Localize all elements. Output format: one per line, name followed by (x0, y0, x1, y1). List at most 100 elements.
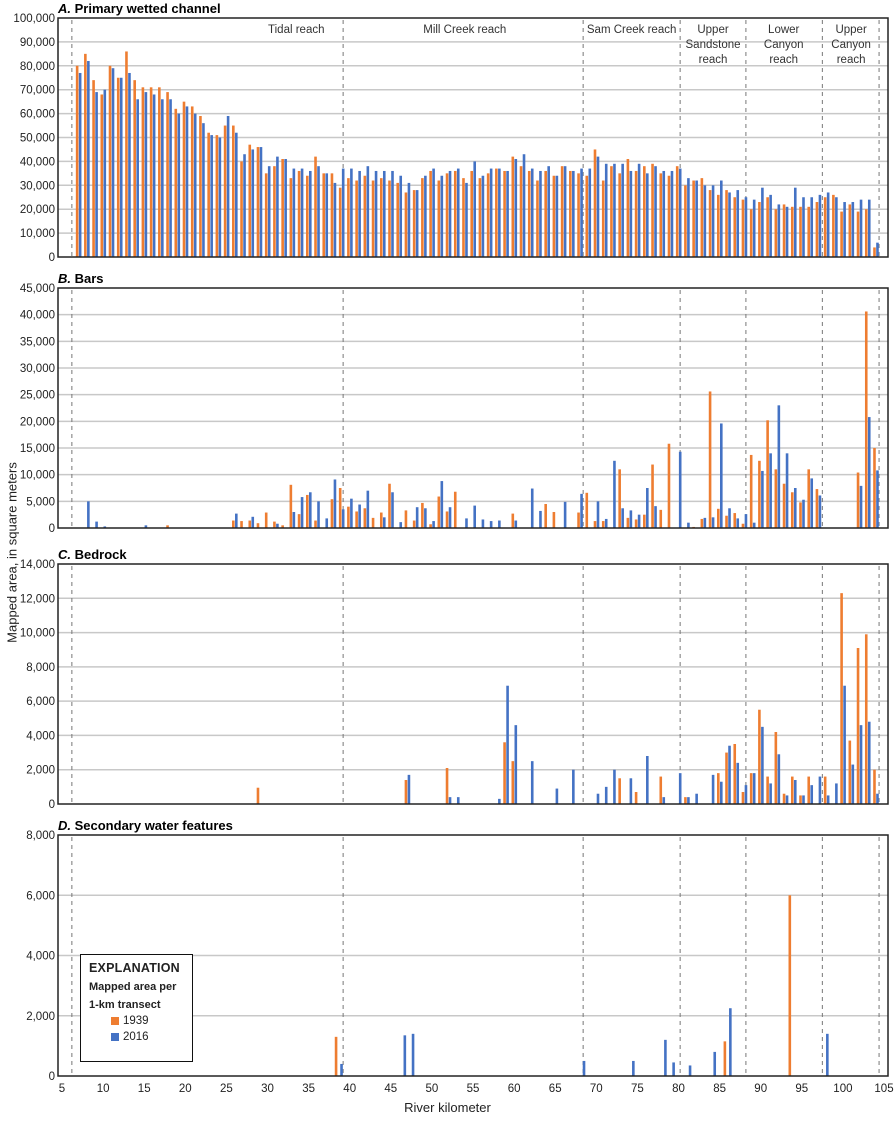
data-bar (876, 793, 879, 804)
data-bar (289, 178, 293, 257)
data-bar (388, 483, 391, 528)
data-bar (610, 166, 613, 257)
data-bar (264, 512, 268, 528)
data-bar (489, 521, 493, 528)
data-bar (736, 190, 740, 257)
data-bar (675, 166, 679, 257)
data-bar (761, 726, 764, 804)
reach-label: Tidal reach (268, 24, 324, 36)
x-tick-label: 65 (549, 1083, 562, 1095)
plot-frame (57, 287, 889, 529)
data-bar (100, 94, 104, 257)
reach-label: reach (837, 54, 866, 66)
data-bar (867, 199, 871, 257)
data-bar (725, 752, 728, 804)
data-bar (582, 1060, 586, 1076)
data-bar (292, 168, 296, 257)
data-bar (864, 311, 868, 528)
y-tick-label: 4,000 (26, 730, 55, 742)
data-bar (462, 178, 465, 257)
x-tick-label: 80 (672, 1083, 685, 1095)
data-bar (826, 795, 830, 804)
data-bar (659, 173, 663, 257)
data-bar (388, 180, 391, 257)
data-bar (637, 163, 641, 257)
x-tick-label: 70 (590, 1083, 603, 1095)
data-bar (552, 175, 556, 257)
data-bar (873, 247, 876, 257)
data-bar (725, 190, 728, 257)
data-bar (404, 780, 408, 804)
data-bar (708, 391, 712, 528)
data-bar (437, 180, 441, 257)
data-bar (711, 517, 715, 528)
y-tick-label: 30,000 (20, 180, 55, 192)
x-tick-label: 85 (713, 1083, 726, 1095)
data-bar (723, 1041, 727, 1076)
data-bar (340, 1063, 343, 1076)
data-bar (437, 496, 441, 528)
y-tick-label: 35,000 (20, 336, 55, 348)
data-bar (678, 451, 682, 528)
data-bar (793, 780, 797, 804)
data-bar (569, 170, 572, 257)
data-bar (717, 508, 720, 528)
data-bar (720, 781, 723, 804)
data-bar (782, 793, 786, 804)
data-bar (687, 522, 690, 528)
data-bar (456, 168, 460, 257)
data-bar (572, 769, 575, 804)
data-bar (116, 77, 120, 257)
data-bar (174, 108, 178, 257)
data-bar (758, 709, 761, 804)
data-bar (601, 521, 605, 528)
data-bar (445, 768, 449, 804)
data-bar (125, 51, 128, 258)
data-bar (128, 72, 131, 257)
data-bar (133, 80, 136, 257)
data-bar (87, 501, 90, 528)
data-bar (577, 512, 580, 528)
data-bar (840, 593, 843, 804)
data-bar (637, 514, 641, 528)
y-tick-label: 20,000 (20, 416, 55, 428)
data-bar (226, 115, 230, 258)
data-bar (629, 510, 633, 528)
y-tick-label: 10,000 (20, 628, 55, 640)
data-bar (248, 520, 252, 528)
data-bar (618, 469, 621, 528)
x-tick-label: 95 (795, 1083, 808, 1095)
data-bar (662, 170, 666, 257)
data-bar (267, 166, 271, 257)
data-bar (429, 524, 432, 528)
data-bar (453, 491, 457, 528)
data-bar (843, 202, 846, 257)
data-bar (848, 740, 852, 804)
data-bar (867, 721, 871, 804)
data-bar (618, 173, 621, 257)
data-bar (774, 209, 778, 257)
data-bar (802, 795, 805, 804)
y-tick-label: 4,000 (26, 951, 55, 963)
data-bar (297, 170, 301, 257)
data-bar (758, 202, 761, 257)
data-bar (856, 648, 860, 804)
data-bar (736, 518, 740, 528)
data-bar (810, 478, 814, 528)
data-bar (158, 87, 161, 257)
data-bar (95, 521, 98, 528)
panel-title: A. Primary wetted channel (57, 1, 221, 16)
data-bar (325, 173, 329, 257)
data-bar (659, 509, 663, 528)
y-tick-label: 100,000 (13, 13, 55, 25)
data-bar (503, 742, 506, 804)
data-bar (684, 185, 687, 257)
x-tick-label: 45 (384, 1083, 397, 1095)
y-tick-label: 2,000 (26, 1011, 55, 1023)
panel-title: C. Bedrock (58, 547, 127, 562)
y-tick-label: 60,000 (20, 109, 55, 121)
panel-title: D. Secondary water features (58, 818, 233, 833)
data-bar (651, 163, 654, 257)
data-bar (810, 197, 814, 257)
data-bar (626, 159, 630, 257)
